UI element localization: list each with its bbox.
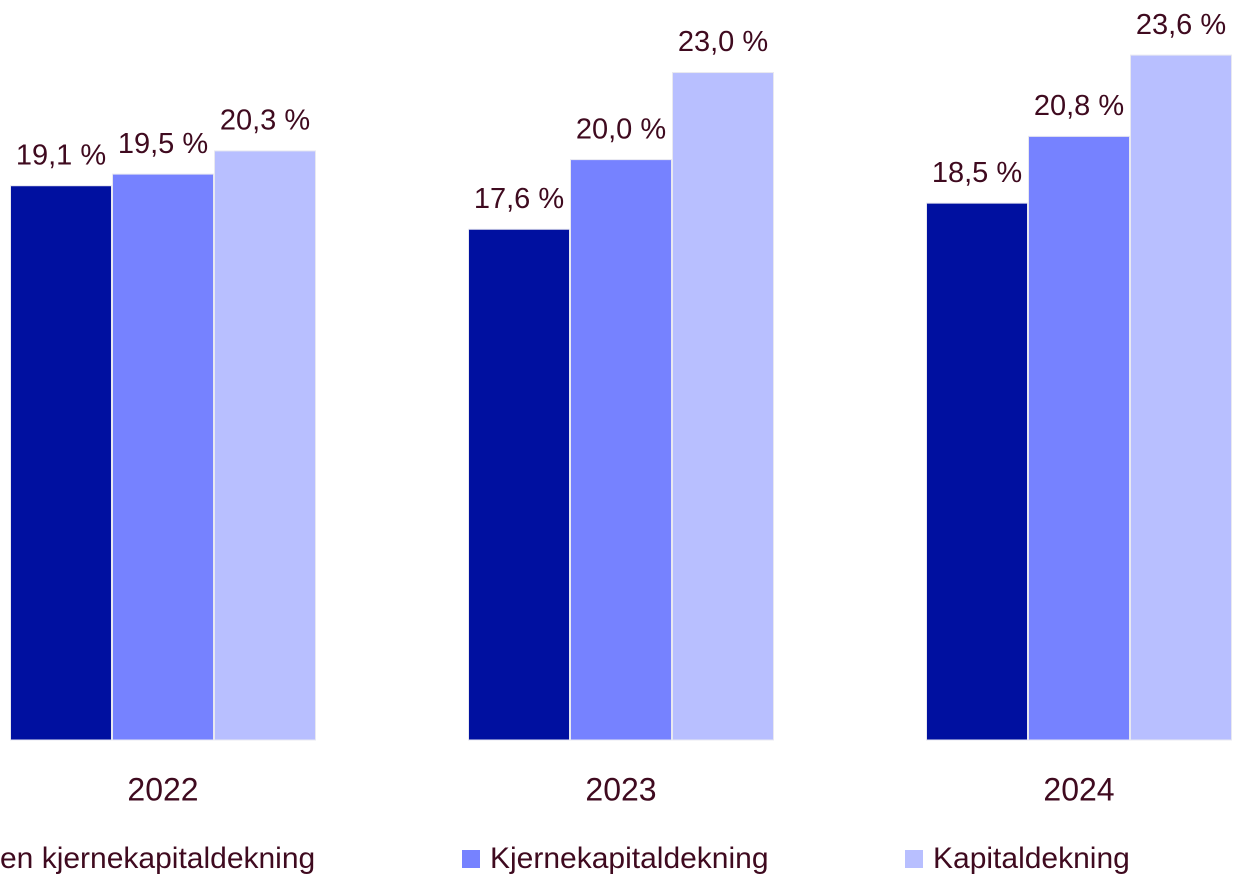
value-label: 19,5 % [118, 128, 208, 160]
bar [214, 150, 316, 741]
bar [468, 228, 570, 741]
value-label: 20,0 % [576, 113, 666, 145]
value-label: 20,3 % [220, 105, 310, 137]
bar [1130, 54, 1232, 741]
value-label: 23,6 % [1136, 9, 1226, 41]
x-tick-label: 2022 [127, 771, 198, 807]
bar [926, 202, 1028, 741]
bar [112, 173, 214, 741]
bar [570, 159, 672, 741]
bar [1028, 135, 1130, 741]
legend-label: Kapitaldekning [933, 842, 1130, 875]
value-label: 23,0 % [678, 26, 768, 58]
bar [672, 72, 774, 741]
legend-label: Kjernekapitaldekning [490, 842, 769, 875]
value-label: 19,1 % [16, 139, 106, 171]
x-tick-label: 2023 [585, 771, 656, 807]
value-label: 20,8 % [1034, 90, 1124, 122]
legend-label: en kjernekapitaldekning [0, 842, 315, 875]
value-label: 17,6 % [474, 183, 564, 215]
legend-swatch [462, 850, 480, 868]
x-tick-label: 2024 [1043, 771, 1114, 807]
legend-swatch [905, 850, 923, 868]
value-label: 18,5 % [932, 157, 1022, 189]
bar [10, 185, 112, 741]
